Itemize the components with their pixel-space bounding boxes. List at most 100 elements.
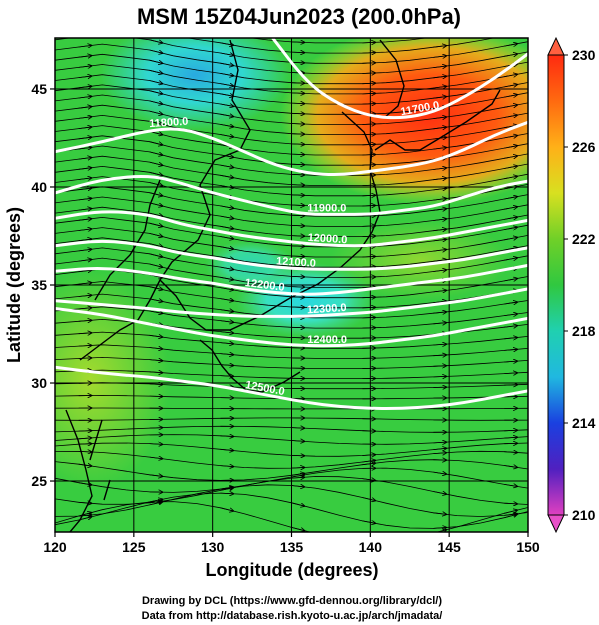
wind-arrow bbox=[291, 276, 305, 277]
warm-region-east bbox=[330, 220, 510, 300]
wind-arrow bbox=[362, 216, 375, 217]
wind-arrow bbox=[433, 137, 446, 139]
wind-arrow bbox=[504, 430, 517, 431]
wind-arrow bbox=[149, 100, 163, 104]
contour-label: 11800.0 bbox=[149, 116, 189, 130]
wind-arrow bbox=[504, 217, 517, 219]
wind-arrow bbox=[291, 62, 305, 63]
wind-arrow bbox=[149, 192, 163, 196]
wind-arrow bbox=[433, 117, 446, 119]
wind-arrow bbox=[362, 53, 375, 54]
wind-arrow bbox=[504, 484, 517, 486]
wind-arrow bbox=[433, 76, 446, 78]
wind-arrow bbox=[362, 460, 375, 462]
wind-arrow bbox=[220, 310, 234, 312]
wind-arrow bbox=[433, 492, 446, 495]
wind-arrow bbox=[433, 168, 446, 170]
wind-arrow bbox=[149, 311, 163, 313]
wind-arrow bbox=[504, 452, 517, 453]
wind-arrow bbox=[504, 258, 517, 260]
colorbar-tick-label: 218 bbox=[572, 323, 596, 339]
contour-label: 12200.0 bbox=[244, 277, 285, 294]
wind-arrow bbox=[149, 212, 163, 216]
wind-arrow bbox=[362, 277, 375, 278]
wind-arrow bbox=[78, 283, 92, 284]
credit-drawing: Drawing by DCL (https://www.gfd-dennou.o… bbox=[142, 595, 442, 607]
wind-arrow bbox=[362, 42, 375, 43]
wind-arrow bbox=[291, 185, 305, 186]
wind-arrow bbox=[291, 467, 305, 468]
wind-arrow bbox=[504, 186, 517, 188]
wind-arrow bbox=[220, 507, 234, 511]
wind-arrow bbox=[149, 348, 163, 349]
wind-arrow bbox=[504, 176, 517, 178]
wind-arrow bbox=[78, 56, 92, 58]
wind-arrow bbox=[78, 209, 92, 211]
contour-label: 12100.0 bbox=[276, 255, 316, 269]
wind-arrow bbox=[291, 246, 305, 247]
wind-arrow bbox=[149, 222, 163, 226]
wind-arrow bbox=[149, 151, 163, 155]
colorbar-tick-label: 210 bbox=[572, 507, 596, 523]
wind-arrow bbox=[149, 161, 163, 165]
wind-arrow bbox=[433, 355, 446, 356]
colorbar-tick-label: 214 bbox=[572, 415, 596, 431]
wind-arrow bbox=[433, 148, 446, 150]
wind-arrow bbox=[78, 147, 92, 149]
colorbar-top-arrow bbox=[547, 36, 565, 56]
wind-arrow bbox=[149, 233, 163, 236]
y-tick-label: 30 bbox=[31, 375, 47, 391]
wind-arrow bbox=[220, 267, 234, 269]
wind-arrow bbox=[504, 84, 517, 86]
wind-arrow bbox=[291, 103, 305, 104]
wind-arrow bbox=[362, 521, 375, 523]
wind-arrow bbox=[433, 442, 446, 443]
wind-arrow bbox=[78, 127, 92, 129]
height-contours bbox=[55, 38, 528, 411]
wind-arrow bbox=[291, 236, 305, 237]
wind-arrow bbox=[78, 249, 92, 251]
wind-arrow bbox=[504, 326, 517, 328]
height-contour-11700.0 bbox=[271, 38, 528, 120]
height-contour-labels: 11700.011800.011900.012000.012100.012200… bbox=[149, 99, 441, 398]
wind-arrow bbox=[220, 321, 234, 323]
contour-label: 12000.0 bbox=[307, 232, 347, 246]
y-axis: 25 30 35 40 45 bbox=[31, 81, 55, 489]
wind-arrow bbox=[433, 66, 446, 68]
wind-arrow bbox=[504, 349, 517, 350]
wind-arrow bbox=[78, 358, 92, 359]
wind-arrow bbox=[78, 198, 92, 200]
wind-arrow bbox=[220, 175, 234, 177]
height-contour-11800.0 bbox=[55, 120, 528, 177]
wind-arrow bbox=[362, 93, 375, 94]
height-contour-12500.0 bbox=[55, 365, 528, 411]
wind-arrow bbox=[433, 290, 446, 292]
wind-arrow bbox=[291, 174, 305, 175]
wind-arrow bbox=[504, 23, 517, 25]
colorbar-tick-label: 230 bbox=[572, 47, 596, 63]
wind-arrow bbox=[220, 186, 234, 188]
map-title: MSM 15Z04Jun2023 (200.0hPa) bbox=[137, 4, 461, 29]
wind-arrow bbox=[220, 299, 234, 301]
wind-arrow bbox=[149, 202, 163, 206]
cool-region-north bbox=[100, 38, 290, 130]
wind-arrow bbox=[220, 135, 234, 137]
credit-data: Data from http://database.rish.kyoto-u.a… bbox=[142, 610, 443, 622]
wind-arrow bbox=[78, 188, 92, 190]
wind-arrow bbox=[79, 15, 92, 17]
wind-arrow bbox=[504, 115, 517, 117]
wind-arrow bbox=[220, 206, 234, 208]
wind-arrow bbox=[220, 124, 234, 126]
wind-arrow bbox=[220, 53, 234, 55]
x-tick-label: 120 bbox=[43, 539, 67, 555]
wind-arrow bbox=[78, 158, 92, 160]
wind-arrow bbox=[362, 185, 375, 186]
wind-arrow bbox=[149, 49, 163, 53]
x-tick-label: 135 bbox=[280, 539, 304, 555]
wind-arrow bbox=[362, 165, 375, 166]
wind-arrow bbox=[362, 73, 375, 74]
wind-arrow bbox=[78, 444, 92, 445]
wind-arrow bbox=[291, 225, 305, 226]
wind-arrow bbox=[78, 333, 92, 334]
